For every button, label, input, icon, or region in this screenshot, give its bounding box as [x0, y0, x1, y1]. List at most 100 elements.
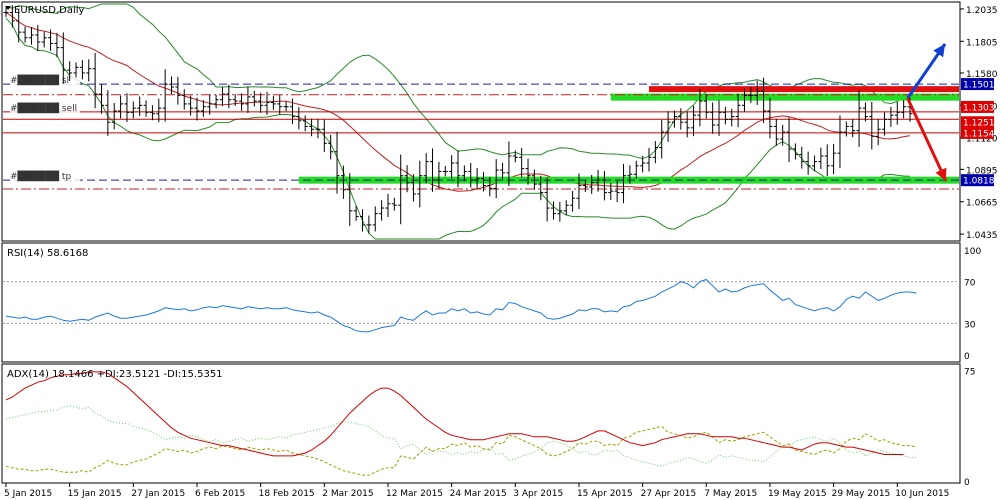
ohlc-bar [410, 174, 416, 202]
ohlc-bar [862, 102, 868, 122]
adx-plus-di-line [5, 425, 917, 476]
red-resistance-zone[interactable] [648, 86, 959, 93]
time-tick-label: 27 Jan 2015 [131, 489, 185, 499]
ohlc-bar [48, 29, 54, 51]
ohlc-bar [169, 76, 175, 94]
ohlc-bar [773, 118, 779, 146]
ohlc-bar [92, 52, 98, 109]
bullish-projection-arrow-head [933, 44, 945, 58]
price-badge [961, 78, 994, 91]
ohlc-bar [824, 144, 830, 177]
ohlc-bar [372, 206, 378, 232]
ohlc-bar [678, 108, 684, 130]
ohlc-bar [60, 32, 66, 84]
adx-minus-di-line [5, 405, 917, 467]
price-badge-label: 1.1501 [963, 81, 995, 91]
ohlc-bar [334, 131, 340, 194]
rsi-tick-label: 100 [964, 247, 981, 257]
ohlc-bar [538, 175, 544, 201]
order-line-label: #██████ sell [10, 102, 77, 114]
time-tick-label: 3 Apr 2015 [513, 489, 563, 499]
ohlc-bar [856, 90, 862, 147]
bearish-projection-arrow-head [935, 167, 947, 181]
time-tick-label: 29 May 2015 [832, 489, 891, 499]
ohlc-bar [474, 167, 480, 190]
ohlc-bar [512, 150, 518, 163]
ohlc-bar [436, 161, 442, 189]
ohlc-bar [500, 162, 506, 180]
ohlc-bar [563, 200, 569, 216]
ohlc-bar [398, 154, 404, 225]
adx-main-line [5, 371, 904, 457]
ohlc-bar [525, 158, 531, 185]
ohlc-bar [239, 93, 245, 111]
ohlc-bar [544, 177, 550, 222]
ohlc-bar [181, 89, 187, 110]
ohlc-bar [633, 160, 639, 179]
time-tick-label: 27 Apr 2015 [641, 489, 697, 499]
ohlc-bar [697, 88, 703, 127]
ohlc-bar [270, 95, 276, 110]
resistance-zone[interactable] [610, 93, 959, 101]
rsi-tick-label: 70 [964, 279, 976, 289]
ohlc-bar [710, 102, 716, 134]
adx-tick-label: 0 [964, 478, 970, 488]
ohlc-bar [875, 119, 881, 146]
chart-menu-triangle-icon[interactable] [5, 6, 11, 10]
ohlc-bar [353, 205, 359, 221]
ohlc-bar [799, 146, 805, 169]
ohlc-bar [767, 97, 773, 139]
ohlc-bar [888, 106, 894, 127]
ohlc-bar [3, 7, 9, 17]
ohlc-bar [627, 165, 633, 184]
ohlc-bar [646, 147, 652, 172]
ohlc-bar [780, 124, 786, 146]
ohlc-bars [3, 5, 913, 234]
ohlc-bar [786, 117, 792, 163]
ohlc-bar [22, 26, 28, 43]
ohlc-bar [570, 191, 576, 212]
ohlc-bar [366, 215, 372, 234]
price-panel: #██████ sl #██████ sell #██████ tp EURUSD,… [1, 1, 961, 242]
ohlc-bar [213, 94, 219, 109]
ohlc-bar [379, 200, 385, 221]
rsi-title: RSI(14) 58.6168 [7, 248, 88, 259]
ohlc-bar [461, 165, 467, 182]
ohlc-bar [703, 94, 709, 119]
ohlc-bar [640, 155, 646, 173]
ohlc-bar [124, 93, 130, 122]
ohlc-bar [831, 143, 837, 175]
ohlc-bar [156, 98, 162, 123]
price-badge [961, 174, 994, 187]
ohlc-bar [309, 118, 315, 137]
ohlc-bar [614, 180, 620, 203]
ohlc-bar [716, 100, 722, 136]
price-panel-frame [1, 1, 961, 242]
ohlc-bar [321, 119, 327, 152]
ohlc-bar [340, 165, 346, 199]
time-tick-label: 15 Apr 2015 [577, 489, 633, 499]
price-tick-label: 1.0435 [966, 231, 998, 241]
bollinger-middle-band [5, 11, 911, 192]
time-tick-label: 15 Jan 2015 [68, 489, 122, 499]
ohlc-bar [748, 87, 754, 103]
ohlc-bar [659, 119, 665, 159]
ohlc-bar [850, 119, 856, 138]
ohlc-bar [105, 90, 111, 136]
time-tick-label: 18 Feb 2015 [259, 489, 315, 499]
ohlc-bar [805, 151, 811, 175]
ohlc-bar [289, 98, 295, 124]
ohlc-bar [455, 150, 461, 188]
bearish-projection-arrow[interactable] [906, 97, 948, 182]
ohlc-bar [73, 62, 79, 78]
ohlc-bar [691, 105, 697, 137]
ohlc-bar [200, 100, 206, 117]
ohlc-bar [493, 159, 499, 199]
price-badge-label: 1.1303 [963, 103, 995, 113]
rsi-panel-frame [1, 242, 961, 363]
ohlc-bar [882, 112, 888, 136]
ohlc-bar [595, 169, 601, 192]
ohlc-bar [28, 27, 34, 45]
